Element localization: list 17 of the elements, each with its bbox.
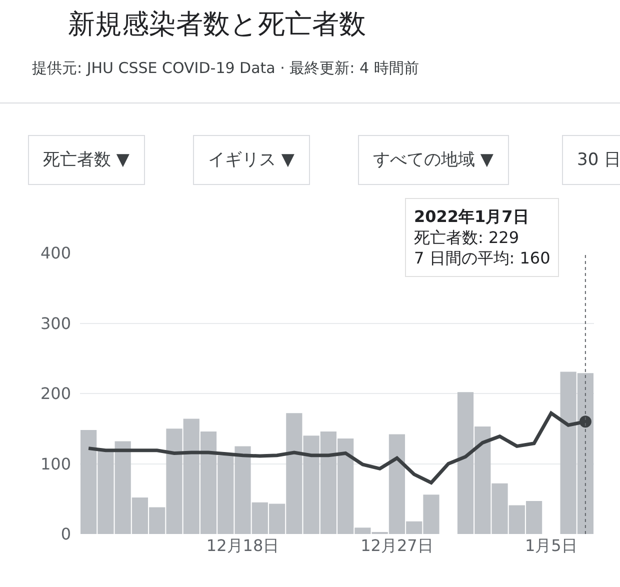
x-tick-label: 1月5日 — [524, 536, 578, 555]
x-tick-label: 12月18日 — [206, 536, 280, 555]
y-tick-label: 300 — [40, 314, 71, 333]
y-tick-label: 400 — [40, 244, 71, 263]
chart-subtitle: 提供元: JHU CSSE COVID-19 Data · 最終更新: 4 時間前 — [32, 59, 419, 77]
x-tick-label: 12月27日 — [360, 536, 434, 555]
text: 2022年1月7日 — [414, 207, 529, 226]
y-tick-label: 200 — [40, 384, 71, 404]
annotation: 7 日間の平均: 160 — [414, 248, 550, 268]
y-tick-label: 0 — [60, 524, 71, 544]
text: イギリス ▼ — [208, 150, 296, 170]
chart-title: 新規感染者数と死亡者数 — [68, 9, 366, 40]
text: 死亡者数 ▼ — [43, 150, 130, 170]
y-tick-label: 100 — [40, 454, 71, 474]
text: 死亡者数: 229 — [414, 228, 520, 247]
text: 30 日 — [577, 150, 620, 170]
text: すべての地域 ▼ — [373, 150, 494, 170]
